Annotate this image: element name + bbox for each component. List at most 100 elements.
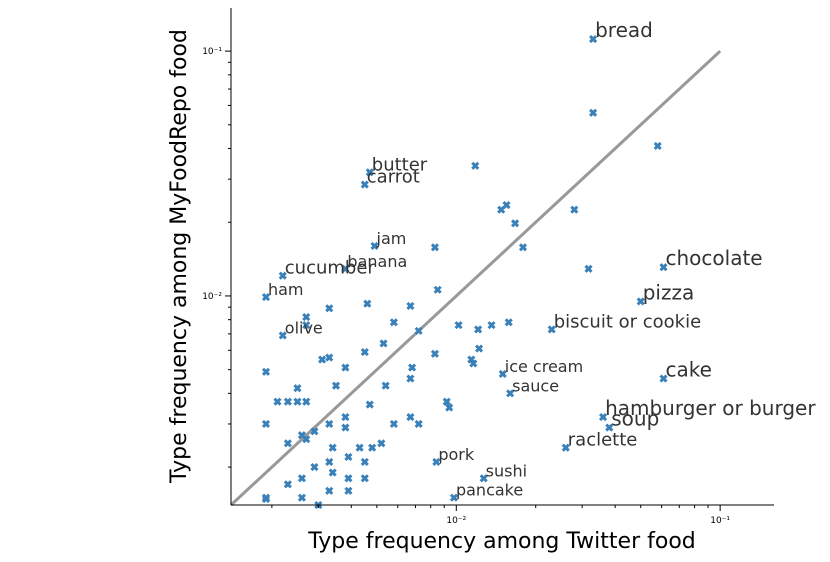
data-point <box>589 108 598 117</box>
data-point <box>360 347 369 357</box>
data-point <box>341 363 350 372</box>
data-point <box>283 397 292 406</box>
data-point <box>344 486 353 495</box>
labeled-data-point <box>659 374 668 383</box>
data-point <box>379 339 388 348</box>
data-point <box>584 264 593 273</box>
labeled-data-point <box>561 443 570 452</box>
point-label: bread <box>595 18 653 42</box>
point-label: butter <box>372 154 428 175</box>
data-point <box>406 301 415 311</box>
data-point <box>261 367 271 376</box>
data-point <box>474 325 483 334</box>
labeled-data-point <box>599 413 608 422</box>
labeled-data-point <box>365 168 374 177</box>
point-label: hamburger or burger <box>605 396 816 420</box>
data-point <box>344 474 353 483</box>
data-point <box>381 381 390 390</box>
labeled-data-point <box>432 457 441 466</box>
data-point <box>261 419 271 429</box>
labeled-data-point <box>589 35 598 44</box>
labeled-data-point <box>498 369 507 379</box>
data-point <box>368 443 377 452</box>
data-point <box>344 452 353 462</box>
data-point <box>360 474 369 483</box>
labeled-data-point <box>278 271 287 280</box>
data-point <box>325 419 334 429</box>
point-label: banana <box>347 252 407 271</box>
point-label: olive <box>285 318 323 337</box>
labeled-data-point <box>341 264 350 273</box>
data-point <box>325 457 334 466</box>
data-point <box>325 486 334 495</box>
data-point <box>487 321 496 330</box>
data-point <box>273 397 282 406</box>
data-point <box>570 205 579 214</box>
data-point <box>302 321 311 330</box>
data-point <box>497 205 506 214</box>
data-point <box>310 427 319 436</box>
labeled-data-point <box>360 180 369 189</box>
x-tick-label: 10⁻² <box>446 516 466 526</box>
data-point <box>325 353 334 362</box>
data-point <box>283 439 292 448</box>
data-point <box>377 439 386 448</box>
labeled-data-point <box>278 331 287 340</box>
point-label: sauce <box>512 376 559 395</box>
data-point <box>518 243 528 252</box>
data-point <box>310 463 319 472</box>
data-point <box>414 419 423 429</box>
point-label: pork <box>438 445 475 464</box>
labeled-data-point <box>261 292 271 302</box>
data-point <box>283 480 292 489</box>
data-point <box>454 321 463 330</box>
axes <box>230 8 774 506</box>
point-label: jam <box>376 229 407 248</box>
data-point <box>430 243 440 252</box>
data-point <box>510 219 520 228</box>
data-point <box>469 359 478 368</box>
data-point <box>408 363 417 372</box>
data-point <box>442 397 451 406</box>
data-point <box>504 318 513 327</box>
point-label: cucumber <box>285 258 376 279</box>
x-tick-label: 10⁻¹ <box>710 516 730 526</box>
labeled-data-point <box>479 474 488 483</box>
data-point <box>318 355 327 364</box>
x-axis-title: Type frequency among Twitter food <box>307 529 696 554</box>
labeled-data-point <box>605 423 614 432</box>
point-label: carrot <box>367 167 420 188</box>
labeled-data-point <box>506 389 515 398</box>
data-point <box>363 299 372 308</box>
y-axis-title: Type frequency among MyFoodRepo food <box>167 29 192 484</box>
data-point <box>471 161 480 170</box>
y-tick-label: 10⁻² <box>202 292 222 302</box>
data-point <box>302 397 311 406</box>
data-point <box>297 493 306 502</box>
point-label: cake <box>666 358 712 382</box>
data-point <box>293 384 302 393</box>
data-point <box>414 326 423 335</box>
labeled-data-point <box>370 241 379 251</box>
data-point <box>406 374 415 383</box>
data-point <box>328 443 337 452</box>
labeled-data-point <box>449 493 459 502</box>
point-label: soup <box>611 407 659 431</box>
data-point <box>653 141 662 150</box>
data-point <box>430 349 440 358</box>
point-label: biscuit or cookie <box>554 311 701 332</box>
data-point <box>360 457 369 466</box>
marker-layer <box>261 35 668 510</box>
labeled-data-point <box>547 325 556 334</box>
point-label: pancake <box>456 481 523 500</box>
data-point <box>325 304 334 313</box>
point-label: raclette <box>568 430 638 451</box>
data-point <box>302 312 311 322</box>
data-point <box>389 419 398 429</box>
data-point <box>475 344 484 353</box>
point-label: ham <box>268 280 304 299</box>
labeled-data-point <box>659 263 668 272</box>
data-point <box>293 397 302 406</box>
